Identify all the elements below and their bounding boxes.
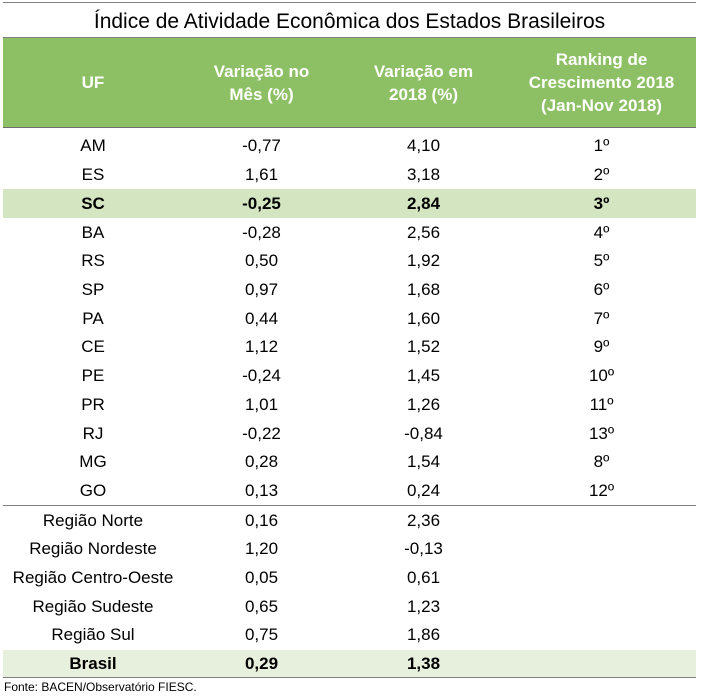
cell-mes: 0,75 xyxy=(244,625,279,645)
cell-rank: 8º xyxy=(593,452,610,472)
cell-mes: 1,61 xyxy=(244,165,279,185)
cell-rank: 10º xyxy=(588,366,615,386)
table-header: UF Variação no Mês (%) Variação em 2018 … xyxy=(3,38,696,128)
cell-rank: 7º xyxy=(593,308,610,328)
header-variacao-2018: Variação em 2018 (%) xyxy=(373,61,474,104)
table-row: RS 0,50 1,92 5º xyxy=(3,247,696,276)
cell-ano: 1,52 xyxy=(406,337,441,357)
table-row: CE 1,12 1,52 9º xyxy=(3,333,696,362)
cell-uf: SC xyxy=(81,193,105,213)
table-row: ES 1,61 3,18 2º xyxy=(3,161,696,190)
cell-ano: 1,60 xyxy=(406,308,441,328)
cell-ano: -0,84 xyxy=(404,423,443,443)
cell-mes: -0,22 xyxy=(242,423,281,443)
cell-ano: 1,23 xyxy=(406,596,441,616)
cell-uf: PE xyxy=(81,366,105,386)
cell-mes: -0,25 xyxy=(242,193,281,213)
cell-ano: 3,18 xyxy=(406,165,441,185)
header-variacao-mes: Variação no Mês (%) xyxy=(213,61,310,104)
table-container: Índice de Atividade Econômica dos Estado… xyxy=(3,2,696,694)
region-row: Região Nordeste 1,20 -0,13 xyxy=(3,535,696,564)
cell-ano: 2,56 xyxy=(406,222,441,242)
cell-mes: -0,28 xyxy=(242,222,281,242)
cell-mes: 0,65 xyxy=(244,596,279,616)
cell-mes: 0,44 xyxy=(244,308,279,328)
cell-total-label: Brasil xyxy=(69,653,117,673)
cell-rank: 4º xyxy=(593,222,610,242)
cell-uf: GO xyxy=(79,480,107,500)
cell-mes: 1,01 xyxy=(244,394,279,414)
cell-uf: SP xyxy=(81,280,105,300)
cell-ano: 1,54 xyxy=(406,452,441,472)
cell-rank: 5º xyxy=(593,251,610,271)
cell-rank: 11º xyxy=(589,394,614,414)
cell-rank: 2º xyxy=(593,165,610,185)
cell-region: Região Nordeste xyxy=(29,539,157,559)
cell-uf: PA xyxy=(82,308,104,328)
cell-ano: 4,10 xyxy=(406,136,441,156)
cell-uf: RJ xyxy=(82,423,104,443)
cell-mes: 1,12 xyxy=(244,337,279,357)
cell-ano: 0,24 xyxy=(406,480,441,500)
region-row: Região Centro-Oeste 0,05 0,61 xyxy=(3,564,696,593)
region-row: Região Sudeste 0,65 1,23 xyxy=(3,592,696,621)
source-note: Fonte: BACEN/Observatório FIESC. xyxy=(4,680,197,695)
cell-rank: 12º xyxy=(588,480,615,500)
cell-uf: AM xyxy=(80,136,106,156)
header-ranking: Ranking de Crescimento 2018 (Jan-Nov 201… xyxy=(528,50,675,115)
cell-rank: 6º xyxy=(593,280,610,300)
table-row: GO 0,13 0,24 12º xyxy=(3,477,696,506)
cell-region: Região Sul xyxy=(51,625,135,645)
table-row: RJ -0,22 -0,84 13º xyxy=(3,419,696,448)
cell-mes: 0,29 xyxy=(244,653,279,673)
region-row: Região Norte 0,16 2,36 xyxy=(3,505,696,535)
table-row: MG 0,28 1,54 8º xyxy=(3,448,696,477)
cell-rank: 9º xyxy=(593,337,610,357)
cell-mes: 0,13 xyxy=(244,480,279,500)
cell-mes: 0,50 xyxy=(244,251,279,271)
cell-ano: 1,92 xyxy=(406,251,441,271)
cell-rank: 3º xyxy=(593,193,610,213)
cell-mes: 1,20 xyxy=(244,539,279,559)
cell-uf: PR xyxy=(81,394,105,414)
cell-uf: ES xyxy=(81,165,105,185)
cell-mes: 0,28 xyxy=(244,452,279,472)
table-row: AM -0,77 4,10 1º xyxy=(3,132,696,161)
cell-ano: 2,36 xyxy=(406,510,441,530)
cell-uf: MG xyxy=(79,452,107,472)
cell-ano: 1,86 xyxy=(406,625,441,645)
cell-ano: 1,38 xyxy=(406,653,441,673)
cell-mes: 0,05 xyxy=(244,567,279,587)
cell-mes: -0,24 xyxy=(242,366,281,386)
table-row: PA 0,44 1,60 7º xyxy=(3,304,696,333)
cell-ano: 0,61 xyxy=(406,567,441,587)
cell-ano: 1,68 xyxy=(406,280,441,300)
cell-rank: 1º xyxy=(593,136,610,156)
total-row: Brasil 0,29 1,38 xyxy=(3,649,696,679)
table-row: PE -0,24 1,45 10º xyxy=(3,362,696,391)
cell-rank: 13º xyxy=(588,423,615,443)
cell-ano: 2,84 xyxy=(406,193,441,213)
table-title: Índice de Atividade Econômica dos Estado… xyxy=(3,2,696,38)
cell-mes: 0,16 xyxy=(244,510,279,530)
region-row: Região Sul 0,75 1,86 xyxy=(3,621,696,650)
cell-uf: RS xyxy=(81,251,105,271)
cell-uf: CE xyxy=(81,337,105,357)
cell-uf: BA xyxy=(81,222,105,242)
header-uf: UF xyxy=(81,73,105,92)
cell-region: Região Norte xyxy=(42,510,144,530)
cell-ano: -0,13 xyxy=(404,539,443,559)
table-row: SP 0,97 1,68 6º xyxy=(3,276,696,305)
cell-ano: 1,26 xyxy=(406,394,441,414)
cell-mes: 0,97 xyxy=(244,280,279,300)
table-row: BA -0,28 2,56 4º xyxy=(3,218,696,247)
cell-ano: 1,45 xyxy=(406,366,441,386)
table-row-highlighted: SC -0,25 2,84 3º xyxy=(3,189,696,219)
cell-region: Região Centro-Oeste xyxy=(12,567,174,587)
table-row: PR 1,01 1,26 11º xyxy=(3,391,696,420)
cell-mes: -0,77 xyxy=(242,136,281,156)
cell-region: Região Sudeste xyxy=(32,596,154,616)
